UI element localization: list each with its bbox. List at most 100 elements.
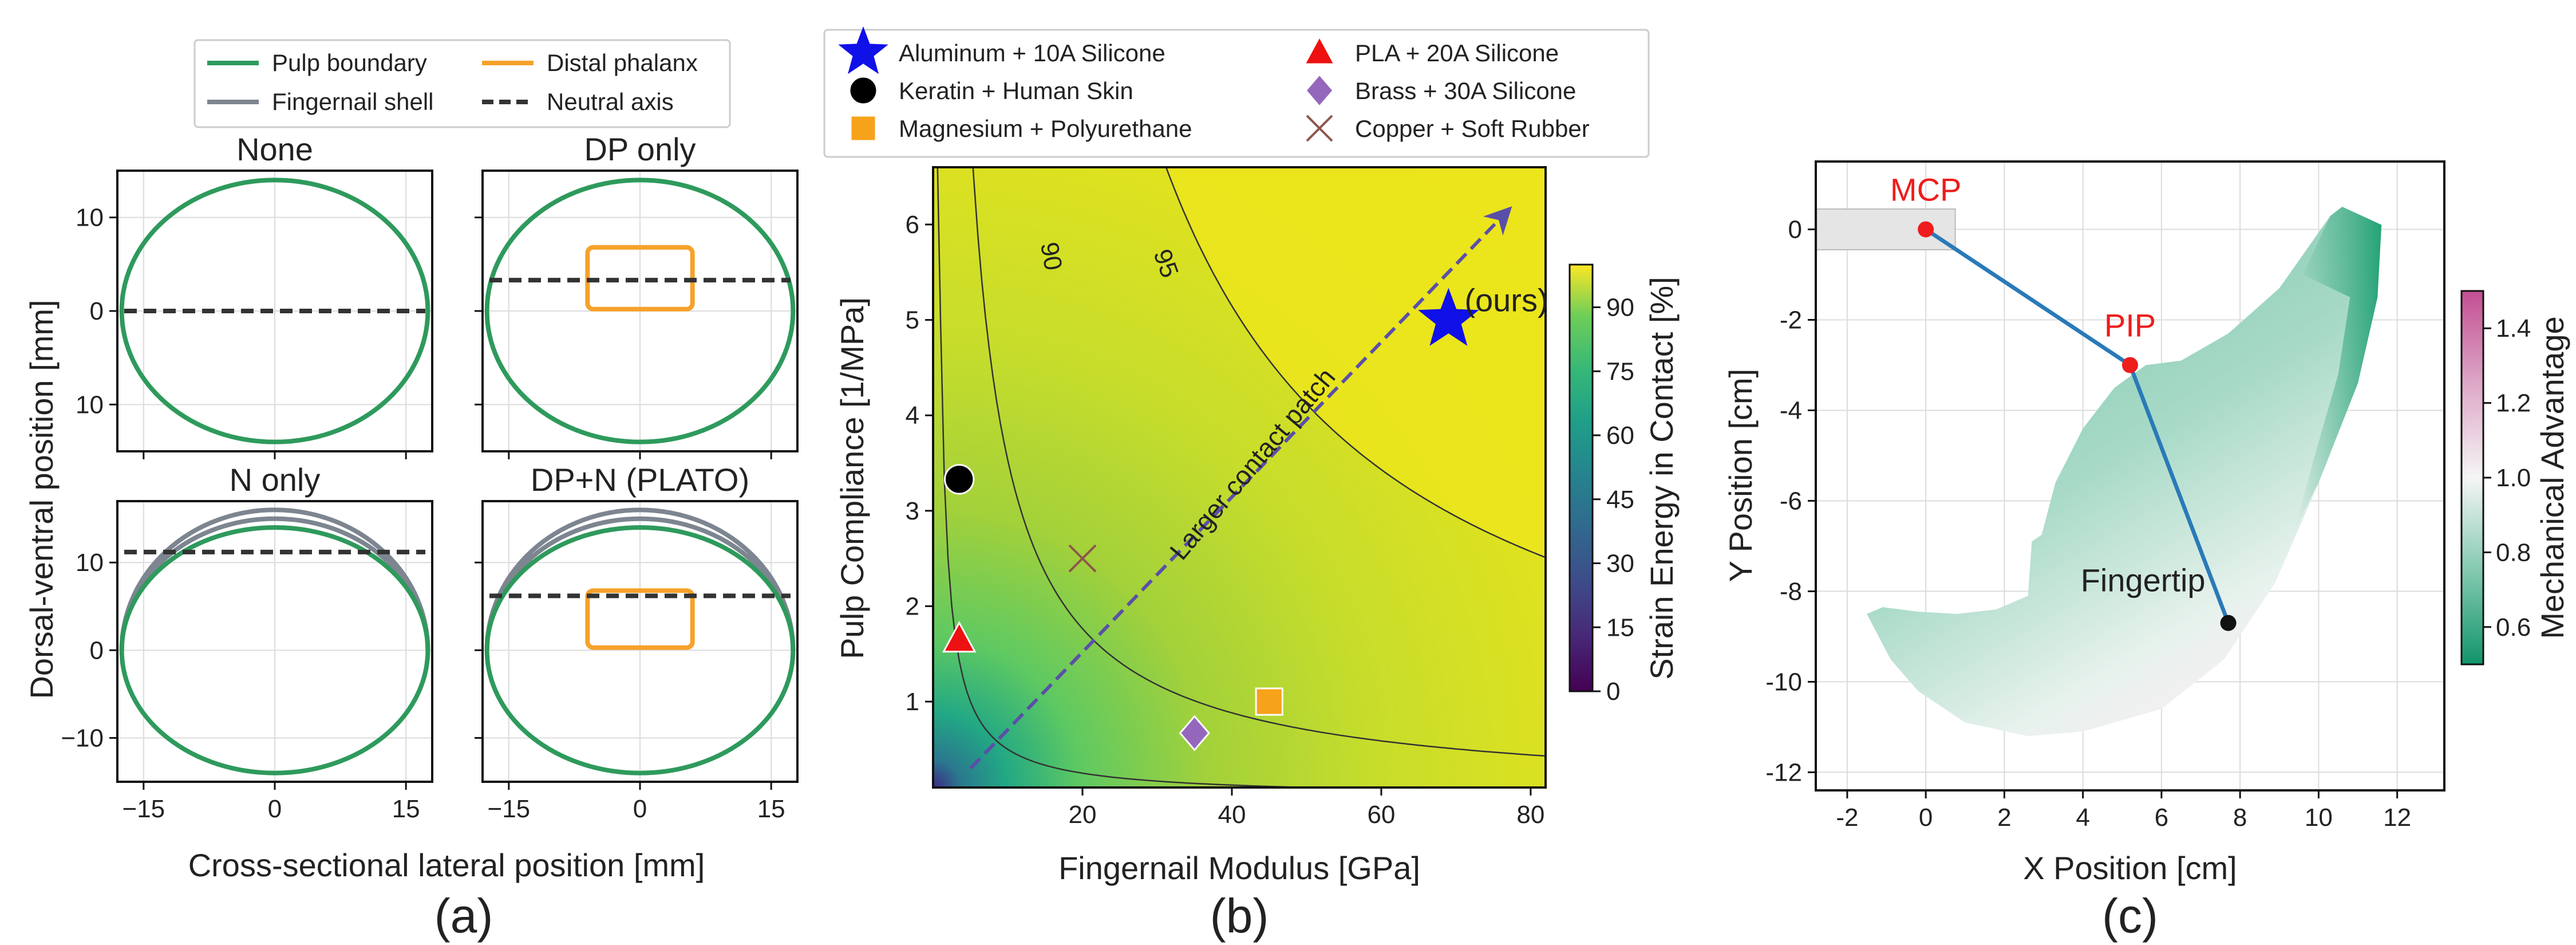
y-tick-label: 3 — [906, 497, 919, 525]
xlabel-a: Cross-sectional lateral position [mm] — [188, 847, 705, 883]
joint-label: Fingertip — [2081, 562, 2206, 598]
subplot-3: N only −15 0 15 10 0 −10 — [61, 462, 433, 823]
legend-b: Aluminum + 10A Silicone Keratin + Human S… — [823, 26, 1650, 158]
workspace-region — [1867, 207, 2382, 737]
panel-label-a: (a) — [434, 889, 493, 943]
subplot-2: DP only — [475, 131, 799, 459]
joint-label: PIP — [2104, 307, 2156, 343]
legend-entry-distal-phalanx: Distal phalanx — [547, 49, 698, 76]
y-tick-label: -10 — [1765, 668, 1802, 696]
x-tick-label: 40 — [1218, 801, 1246, 829]
pulp-boundary — [484, 525, 796, 775]
pulp-boundary — [119, 178, 430, 444]
heatmap-area — [932, 166, 1547, 789]
legend-entry-fingernail-shell: Fingernail shell — [272, 88, 433, 115]
legend-marker-circle — [848, 76, 878, 105]
material-markers: (ours) — [942, 282, 1548, 751]
x-tick-label: 10 — [2305, 804, 2333, 832]
colorbar-tick-label: 0.6 — [2496, 613, 2531, 641]
legend-entry-material: Magnesium + Polyurethane — [899, 115, 1192, 142]
x-tick-label: 60 — [1367, 801, 1395, 829]
material-marker-square — [1255, 687, 1283, 716]
finger-link — [2128, 364, 2230, 624]
high-energy-region — [933, 167, 1546, 558]
x-tick-label: 20 — [1068, 801, 1096, 829]
y-tick-label: 2 — [906, 592, 919, 620]
subplot-title: DP only — [584, 131, 696, 167]
y-tick-label: -2 — [1780, 306, 1802, 334]
x-tick-label: 0 — [633, 795, 647, 823]
y-tick-label: -4 — [1780, 396, 1802, 424]
colorbar-b: 0 15 30 45 60 75 90 Strain Energy in Contact [… — [1568, 263, 1680, 706]
pulp-boundary — [119, 525, 430, 775]
x-tick-label: 0 — [1919, 804, 1933, 832]
subplot-title: DP+N (PLATO) — [531, 462, 749, 498]
colorbar-tick-label: 60 — [1606, 422, 1634, 450]
y-tick-label: 4 — [906, 401, 919, 430]
colorbar-tick-label: 1.4 — [2496, 314, 2531, 342]
contour-line — [972, 167, 1546, 757]
contact-patch-arrow — [969, 206, 1512, 770]
panel-label-c: (c) — [2102, 889, 2158, 943]
colorbar-tick-label: 30 — [1606, 550, 1634, 578]
y-tick-label: 10 — [76, 204, 104, 232]
y-tick-label: 5 — [906, 306, 919, 334]
colorbar-tick-label: 1.0 — [2496, 464, 2531, 492]
y-tick-label: 0 — [1788, 215, 1802, 243]
y-tick-label: 0 — [90, 297, 104, 325]
finger-links — [1925, 227, 2230, 624]
x-tick-label: 2 — [1997, 804, 2011, 832]
panel-a: Pulp boundary Distal phalanx Fingernail … — [23, 39, 799, 943]
x-tick-label: 15 — [757, 795, 785, 823]
legend-marker-x — [1306, 115, 1333, 142]
x-tick-label: 4 — [2076, 804, 2089, 832]
pulp-boundary — [484, 178, 796, 444]
joint-label: MCP — [1890, 171, 1961, 207]
legend-entry-material: Copper + Soft Rubber — [1355, 115, 1590, 142]
x-tick-label: −15 — [488, 795, 531, 823]
joint-mcp — [1918, 221, 1934, 238]
material-marker-diamond — [1179, 715, 1210, 751]
axes-c: -2 0 2 4 6 8 10 12 0 -2 -4 -6 -8 -10 -12 — [1765, 215, 2411, 832]
subplot-title: None — [236, 131, 313, 167]
contour-line — [937, 167, 1338, 788]
material-marker-circle — [943, 464, 975, 495]
finger-link — [1925, 227, 2131, 367]
subplot-4: DP+N (PLATO) −15 0 15 — [475, 462, 799, 823]
y-tick-label: 0 — [90, 636, 104, 664]
fingernail-shell-arc-2 — [484, 507, 796, 651]
x-tick-label: 12 — [2383, 804, 2411, 832]
contour-line — [1165, 167, 1546, 558]
colorbar-tick-label: 45 — [1606, 486, 1634, 514]
panel-b: Aluminum + 10A Silicone Keratin + Human S… — [823, 26, 1680, 943]
legend-entry-material: Brass + 30A Silicone — [1355, 77, 1576, 104]
x-tick-label: 15 — [392, 795, 420, 823]
colorbar-tick-label: 1.2 — [2496, 389, 2531, 418]
contour-label-90: 90 — [1035, 240, 1068, 273]
material-marker-star — [1418, 288, 1479, 346]
colorbar-tick-label: 75 — [1606, 357, 1634, 385]
x-tick-label: 0 — [268, 795, 282, 823]
distal-phalanx — [585, 588, 695, 650]
y-tick-label: 1 — [906, 688, 919, 716]
colorbar-tick-label: 90 — [1606, 294, 1634, 322]
subplots-a: None 10 0 10 DP only N only −15 0 15 10 0 −10 DP+N (… — [61, 131, 799, 823]
joint-pip — [2122, 357, 2138, 373]
ylabel-a: Dorsal-ventral position [mm] — [23, 300, 60, 699]
y-tick-label: −10 — [61, 724, 104, 752]
workspace-edge-shading — [2295, 207, 2382, 528]
joint-fingertip — [2220, 615, 2237, 631]
panel-label-b: (b) — [1210, 889, 1269, 943]
x-tick-label: −15 — [123, 795, 165, 823]
x-tick-label: -2 — [1836, 804, 1858, 832]
xlabel-b: Fingernail Modulus [GPa] — [1058, 850, 1420, 886]
marker-annotation: (ours) — [1464, 282, 1548, 318]
legend-marker-star — [838, 26, 888, 74]
legend-entry-pulp-boundary: Pulp boundary — [272, 49, 427, 76]
legend-entry-material: PLA + 20A Silicone — [1355, 40, 1559, 66]
axes-b: 20 40 60 80 1 2 3 4 5 6 — [906, 211, 1545, 829]
y-tick-label: -8 — [1780, 577, 1802, 605]
legend-entry-material: Aluminum + 10A Silicone — [899, 40, 1165, 66]
